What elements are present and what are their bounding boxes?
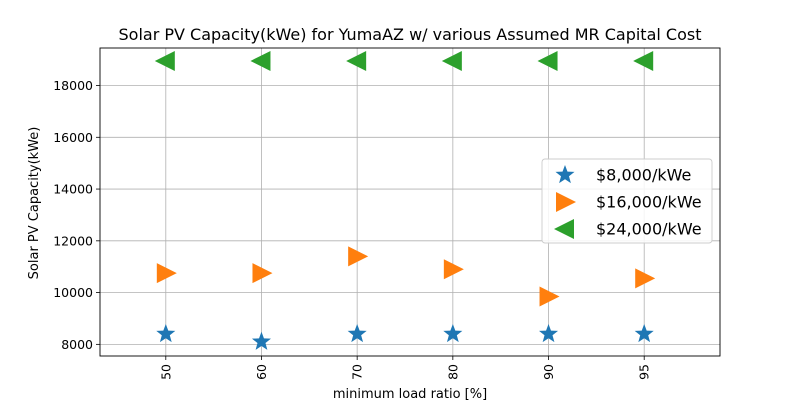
- legend-marker: [555, 165, 575, 184]
- x-axis-ticks: 50 60 70 80 90 95: [158, 356, 652, 380]
- legend-label: $24,000/kWe: [596, 220, 702, 239]
- x-axis-label: minimum load ratio [%]: [333, 387, 487, 400]
- y-tick-label: 16000: [53, 130, 93, 145]
- y-axis-ticks: 8000 10000 12000 14000 16000 18000: [53, 78, 100, 352]
- point-series-1: [443, 324, 463, 343]
- point-series-3: [154, 50, 175, 71]
- point-series-3: [633, 50, 654, 71]
- y-tick-label: 10000: [53, 285, 93, 300]
- point-series-3: [346, 50, 367, 71]
- legend-label: $8,000/kWe: [596, 166, 691, 185]
- point-series-1: [251, 331, 271, 350]
- y-axis-label: Solar PV Capacity(kWe): [27, 127, 42, 280]
- chart-title: Solar PV Capacity(kWe) for YumaAZ w/ var…: [119, 25, 702, 44]
- x-tick-label: 95: [637, 364, 652, 380]
- y-tick-label: 14000: [53, 182, 93, 197]
- point-series-3: [441, 50, 462, 71]
- plot-frame: [99, 47, 721, 357]
- point-series-1: [634, 324, 654, 343]
- point-series-2: [252, 263, 273, 284]
- x-tick-label: 70: [350, 364, 365, 380]
- point-series-2: [539, 286, 560, 307]
- x-tick-label: 50: [158, 364, 173, 380]
- point-series-1: [539, 324, 559, 343]
- point-series-3: [537, 50, 558, 71]
- point-series-3: [250, 50, 271, 71]
- legend-label: $16,000/kWe: [596, 193, 702, 212]
- y-tick-label: 12000: [53, 233, 93, 248]
- data-points: [154, 50, 656, 350]
- y-tick-label: 18000: [53, 78, 93, 93]
- point-series-2: [348, 246, 369, 267]
- legend-marker: [554, 219, 574, 239]
- y-tick-label: 8000: [61, 337, 93, 352]
- legend-marker: [556, 192, 576, 212]
- legend: $8,000/kWe $16,000/kWe $24,000/kWe: [541, 158, 713, 244]
- point-series-2: [156, 263, 177, 284]
- legend-box: [541, 158, 713, 244]
- point-series-2: [635, 268, 656, 289]
- x-tick-label: 60: [254, 364, 269, 380]
- point-series-1: [347, 324, 367, 343]
- x-tick-label: 90: [541, 364, 556, 380]
- x-tick-label: 80: [445, 364, 460, 380]
- point-series-2: [443, 259, 464, 280]
- point-series-1: [156, 324, 176, 343]
